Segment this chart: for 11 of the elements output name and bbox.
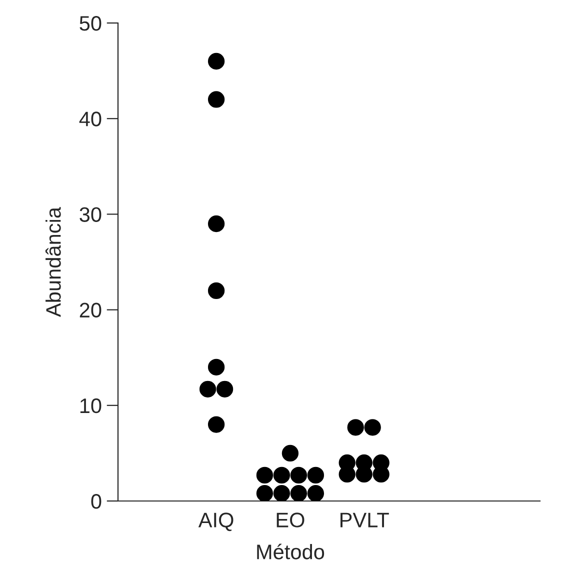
x-axis-title: Método [257, 544, 324, 560]
y-tick-label: 0 [91, 494, 102, 509]
y-axis-title: Abundância [45, 206, 61, 317]
y-tick-label: 30 [80, 207, 102, 222]
y-tick-label: 10 [80, 398, 102, 414]
y-tick-label: 50 [80, 16, 102, 31]
x-tick-label: AIQ [198, 512, 234, 532]
x-tick-label: PVLT [340, 512, 389, 528]
x-tick-label: EO [276, 512, 304, 528]
y-tick-label: 40 [79, 112, 102, 126]
y-tick-label: 20 [80, 302, 102, 318]
